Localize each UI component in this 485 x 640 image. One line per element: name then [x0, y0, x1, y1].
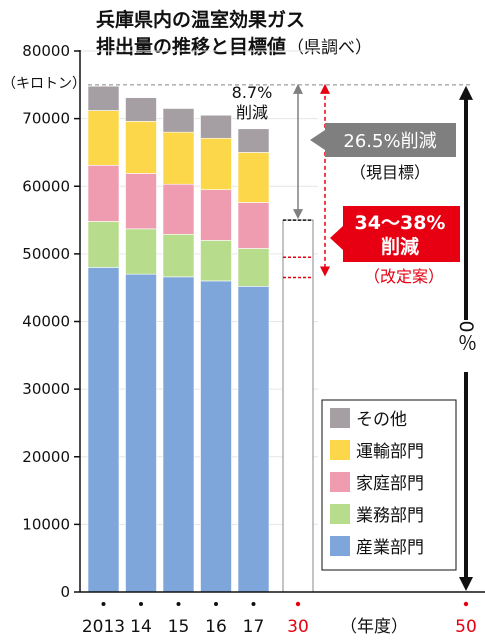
bar-segment — [162, 276, 195, 593]
bar-segment — [87, 267, 120, 593]
y-tick-label: 50000 — [22, 245, 70, 263]
x-tick-label: 2013 — [82, 617, 125, 637]
x-tick-dot-future — [463, 601, 469, 607]
y-tick-label: 30000 — [22, 380, 70, 398]
x-axis-title: （年度） — [340, 617, 408, 637]
annotation-2017-reduction: 8.7% 削減 — [232, 83, 273, 122]
bar-segment — [200, 189, 232, 241]
chart-title-line2: 排出量の推移と目標値 — [96, 35, 286, 58]
future-targets — [88, 83, 470, 593]
bar-segment — [200, 114, 232, 139]
bar-segment — [125, 273, 157, 593]
bars — [87, 85, 270, 593]
y-tick-label: 80000 — [22, 42, 70, 60]
x-tick-dot — [101, 602, 106, 606]
legend-label: 家庭部門 — [356, 474, 424, 494]
current-target-callout: 26.5%削減 （現目標） — [310, 123, 456, 182]
legend-swatch — [330, 536, 350, 556]
revised-target-callout: 34～38% 削減 （改定案） — [330, 206, 460, 286]
revised-target-line1: 34～38% — [355, 212, 446, 234]
y-axis: 0 10000 20000 30000 40000 50000 60000 70000 8000… — [22, 42, 80, 601]
goal-2050-label: 0％ — [455, 320, 477, 351]
grid — [80, 50, 318, 525]
bar-segment — [200, 137, 232, 190]
y-tick-label: 10000 — [22, 515, 70, 533]
y-tick-label: 20000 — [22, 448, 70, 466]
bar-segment — [237, 248, 270, 287]
y-axis-unit-label: （キロトン） — [2, 76, 86, 92]
x-tick-dot — [139, 602, 143, 606]
x-tick-label: 14 — [130, 617, 152, 637]
bar-segment — [237, 202, 270, 249]
x-axis: （年度） 2013 14 15 16 17 30 50 — [82, 601, 477, 637]
x-tick-label: 17 — [243, 617, 265, 637]
legend-label: その他 — [356, 410, 407, 430]
revised-target-sub: （改定案） — [364, 267, 444, 286]
legend-label: 業務部門 — [356, 506, 424, 526]
reduction-2017-line1: 8.7% — [232, 83, 273, 102]
bar-segment — [237, 152, 270, 203]
x-tick-label: 15 — [168, 617, 190, 637]
bar-segment — [162, 233, 195, 278]
bar-segment — [200, 240, 232, 282]
chart-title-source: （県調べ） — [287, 38, 372, 58]
y-tick-label: 40000 — [22, 313, 70, 331]
y-tick-label: 70000 — [22, 110, 70, 128]
x-tick-label-future: 50 — [455, 617, 477, 637]
bar-segment — [87, 164, 120, 222]
y-tick-label: 0 — [60, 583, 70, 601]
legend-swatch — [330, 408, 350, 428]
x-tick-dot-future — [295, 601, 301, 607]
legend-swatch — [330, 472, 350, 492]
revised-target-line2: 削減 — [381, 235, 419, 258]
bar-segment — [125, 97, 157, 122]
legend-swatch — [330, 440, 350, 460]
reduction-2017-line2: 削減 — [236, 103, 268, 122]
y-tick-label: 60000 — [22, 177, 70, 195]
bar-segment — [125, 228, 157, 275]
bar-segment — [87, 110, 120, 166]
bar-segment — [125, 121, 157, 174]
legend-label: 運輸部門 — [356, 442, 424, 462]
goal-2050: 0％ — [454, 85, 478, 591]
x-tick-dot — [251, 602, 256, 606]
chart-title-line1: 兵庫県内の温室効果ガス — [96, 8, 305, 31]
bar-segment — [162, 131, 195, 185]
x-tick-label-future: 30 — [287, 617, 309, 637]
bar-segment — [162, 183, 195, 235]
x-tick-dot — [176, 602, 181, 606]
bar-segment — [237, 286, 270, 593]
current-target-sub: （現目標） — [350, 163, 430, 182]
bar-segment — [237, 128, 270, 153]
bar-segment — [87, 85, 120, 111]
legend-label: 産業部門 — [356, 538, 424, 558]
current-target-label: 26.5%削減 — [343, 131, 436, 152]
target-2030-bar — [282, 219, 314, 593]
bar-segment — [125, 173, 157, 230]
legend-swatch — [330, 504, 350, 524]
bar-segment — [200, 280, 232, 593]
bar-segment — [87, 221, 120, 268]
bar-segment — [162, 108, 195, 133]
x-tick-label: 16 — [205, 617, 227, 637]
x-tick-dot — [214, 602, 218, 606]
